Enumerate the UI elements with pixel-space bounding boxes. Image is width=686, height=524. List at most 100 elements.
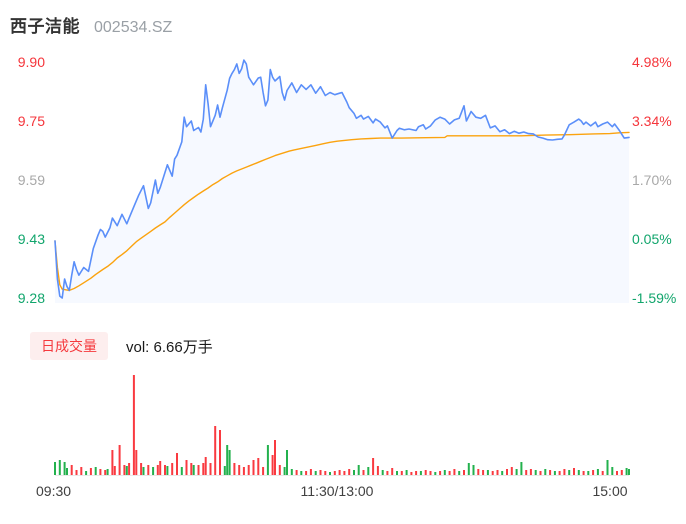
volume-bar: [606, 460, 609, 475]
volume-bar: [135, 450, 138, 475]
volume-bar: [274, 440, 276, 475]
price-line: [54, 59, 630, 299]
volume-bar: [415, 471, 418, 475]
stock-name: 西子洁能: [10, 17, 80, 36]
volume-bar: [185, 460, 188, 475]
volume-bar: [309, 469, 312, 475]
volume-bar: [118, 445, 121, 475]
volume-bar: [534, 470, 537, 475]
volume-bar: [104, 470, 107, 475]
volume-bar: [226, 445, 229, 475]
volume-bar: [625, 468, 628, 475]
volume-bar: [223, 466, 226, 475]
volume-bar: [424, 470, 427, 475]
volume-bar: [592, 470, 595, 475]
volume-bar: [204, 457, 207, 475]
volume-bar: [443, 470, 446, 475]
volume-bar: [563, 469, 566, 475]
volume-bar: [128, 463, 131, 475]
volume-bar: [362, 470, 365, 475]
volume-bar: [587, 471, 590, 475]
volume-bar: [429, 471, 432, 475]
volume-bar: [386, 471, 389, 475]
volume-bar: [99, 469, 102, 475]
volume-bar: [486, 470, 489, 475]
volume-bar: [553, 471, 556, 475]
volume-bar: [152, 467, 155, 475]
volume-bar: [611, 467, 614, 475]
volume-bar: [238, 465, 241, 475]
volume-bar: [539, 471, 542, 475]
volume-bar: [305, 471, 308, 475]
volume-bar: [271, 455, 274, 475]
volume-bar: [295, 470, 298, 475]
stock-code: 002534.SZ: [94, 19, 173, 36]
volume-bar: [410, 472, 413, 475]
volume-bar: [568, 470, 571, 475]
volume-bar: [125, 466, 128, 475]
volume-bar: [501, 471, 504, 475]
volume-bar: [202, 463, 205, 475]
x-axis-label: 11:30/13:00: [300, 483, 374, 499]
price-area-fill: [55, 60, 629, 303]
volume-legend-row: 日成交量 vol: 6.66万手: [30, 332, 213, 360]
right-axis-label: 1.70%: [632, 172, 672, 188]
left-axis-label: 9.28: [17, 290, 45, 306]
volume-bar: [573, 468, 575, 475]
volume-bar: [180, 467, 183, 475]
left-axis-label: 9.59: [17, 172, 45, 188]
volume-bar: [75, 470, 78, 475]
volume-bar: [396, 471, 398, 475]
volume-bar: [252, 460, 255, 475]
volume-bar: [197, 465, 200, 475]
volume-bar: [439, 471, 442, 475]
volume-bar: [529, 469, 532, 475]
volume-bar: [525, 470, 528, 475]
volume-bar: [496, 470, 499, 475]
right-axis-label: 3.34%: [632, 113, 672, 129]
left-axis-label: 9.75: [17, 113, 45, 129]
right-axis-label: -1.59%: [632, 290, 677, 306]
volume-legend-badge[interactable]: 日成交量: [30, 332, 108, 360]
volume-bar: [400, 471, 403, 475]
volume-bar: [159, 461, 162, 475]
volume-chart-canvas[interactable]: [0, 370, 686, 480]
volume-bar: [343, 471, 346, 475]
volume-bar: [314, 471, 317, 475]
volume-bar: [113, 466, 116, 475]
volume-bar: [132, 375, 135, 475]
volume-bar: [242, 467, 245, 475]
price-chart-canvas[interactable]: [0, 45, 686, 315]
volume-bar: [319, 470, 322, 475]
volume-bar: [66, 468, 68, 475]
volume-bar: [510, 467, 513, 475]
right-axis-label: 0.05%: [632, 231, 672, 247]
volume-bar: [338, 470, 341, 475]
volume-bar: [381, 470, 384, 475]
volume-bar: [257, 458, 260, 475]
volume-bar: [219, 430, 221, 475]
volume-bar: [491, 471, 494, 475]
volume-bar: [348, 469, 351, 475]
volume-bar: [164, 465, 166, 475]
volume-bar: [70, 465, 73, 475]
volume-bar: [94, 467, 97, 475]
right-axis-label: 4.98%: [632, 54, 672, 70]
left-axis-label: 9.90: [17, 54, 45, 70]
volume-bar: [283, 467, 286, 475]
volume-bar: [247, 465, 250, 475]
volume-bar: [54, 462, 56, 475]
volume-bar: [214, 426, 217, 475]
volume-bar: [58, 460, 61, 475]
volume-bar: [582, 471, 585, 475]
volume-bar: [520, 462, 523, 475]
volume-bar: [367, 467, 370, 475]
volume-bar: [506, 469, 508, 475]
volume-bar: [266, 445, 269, 475]
volume-bar: [434, 472, 437, 475]
volume-total-label: vol: 6.66万手: [126, 338, 213, 356]
volume-bar: [233, 463, 236, 475]
volume-bar: [209, 463, 212, 475]
volume-bar: [111, 450, 114, 475]
